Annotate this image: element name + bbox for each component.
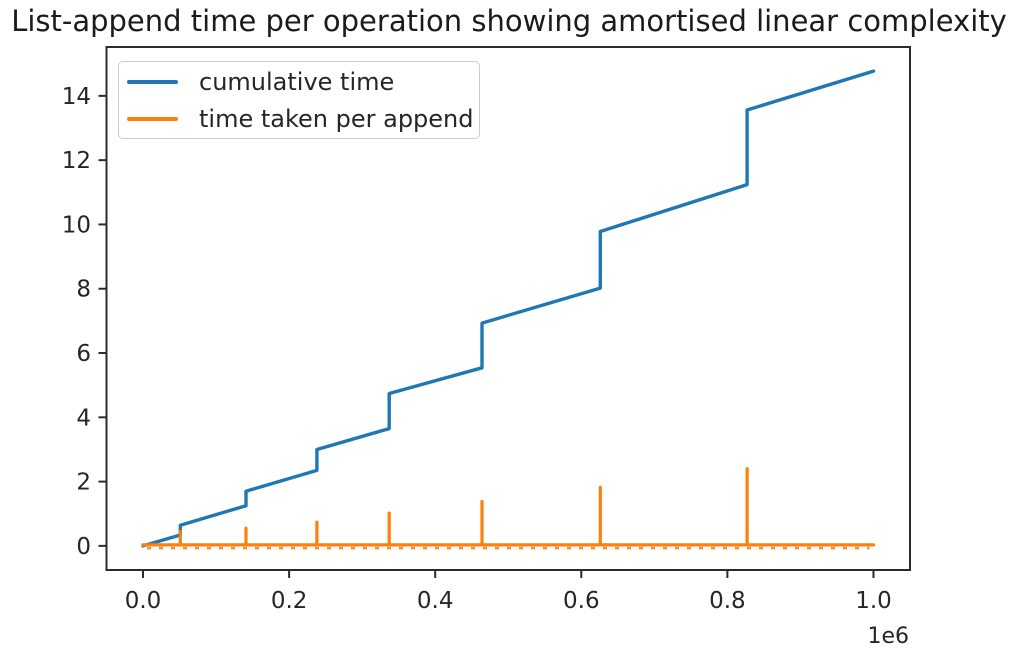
chart-title: List-append time per operation showing a… (11, 4, 1007, 38)
legend-item-cumulative: cumulative time (127, 69, 479, 94)
x-tick-label: 0.0 (125, 588, 162, 614)
legend-label-cumulative-time: cumulative time (199, 67, 395, 96)
legend-swatch-cumulative-time (127, 79, 178, 84)
x-tick-label: 0.4 (417, 588, 454, 614)
y-tick-label: 4 (76, 405, 91, 431)
y-tick-label: 12 (62, 148, 91, 174)
y-tick-label: 6 (76, 341, 91, 367)
legend-item-per-append: time taken per append (127, 106, 479, 131)
cumulative-time-line (141, 69, 876, 548)
legend-swatch-per-append (127, 116, 178, 121)
axes-frame (105, 46, 911, 571)
y-tick-label: 2 (76, 470, 91, 496)
y-tick-label: 8 (76, 277, 91, 303)
x-tick-label: 0.2 (271, 588, 308, 614)
x-tick-label: 0.8 (709, 588, 746, 614)
legend-label-per-append: time taken per append (199, 104, 474, 133)
x-tick-label: 0.6 (563, 588, 600, 614)
y-tick-label: 14 (62, 84, 91, 110)
x-tick-label: 1.0 (855, 588, 892, 614)
y-tick-label: 0 (76, 534, 91, 560)
legend: cumulative time time taken per append (118, 61, 480, 139)
per-append-spikes-line (141, 467, 876, 547)
x-axis-offset-label: 1e6 (867, 624, 909, 649)
y-tick-label: 10 (62, 212, 91, 238)
